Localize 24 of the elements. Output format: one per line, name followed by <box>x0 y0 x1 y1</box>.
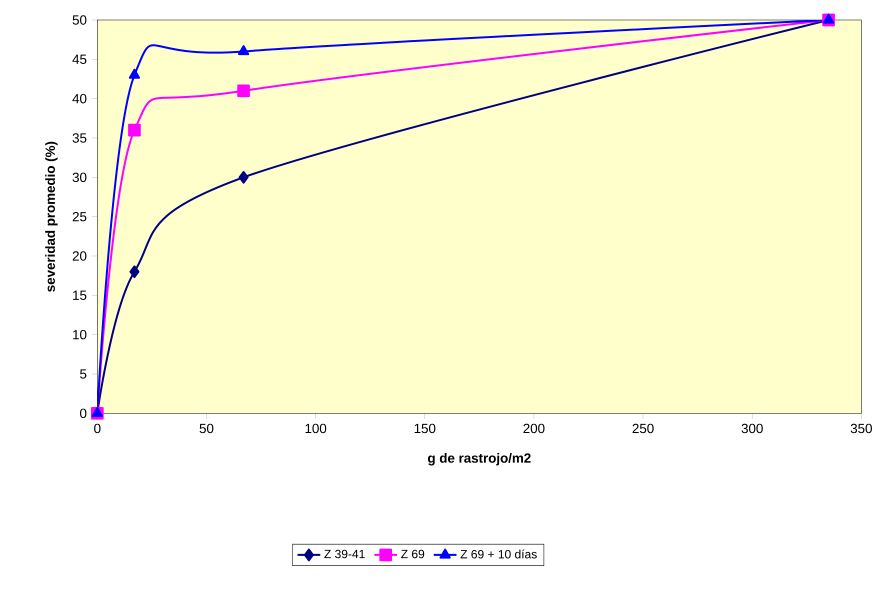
legend-label: Z 69 <box>401 550 424 558</box>
y-axis-title: severidad promedio (%) <box>45 142 58 292</box>
x-tick-label: 200 <box>523 424 545 434</box>
y-tick-label: 10 <box>73 330 86 340</box>
y-tick-label: 30 <box>72 172 86 182</box>
y-tick-label: 20 <box>72 251 86 261</box>
legend-label: Z 39-41 <box>324 550 365 558</box>
x-tick-label: 250 <box>632 424 654 434</box>
y-tick-label: 5 <box>80 369 86 379</box>
legend-label: Z 69 + 10 días <box>460 550 537 558</box>
y-tick-label: 0 <box>80 408 86 418</box>
x-tick-label: 150 <box>414 424 436 434</box>
x-axis-title: g de rastrojo/m2 <box>428 452 531 466</box>
x-tick-label: 350 <box>850 424 872 434</box>
y-tick-label: 25 <box>72 212 86 222</box>
y-tick-label: 45 <box>72 54 86 64</box>
y-tick-label: 40 <box>72 94 86 104</box>
y-tick-label: 35 <box>72 133 86 143</box>
y-tick-label: 15 <box>73 290 86 300</box>
y-tick-label: 50 <box>72 15 86 25</box>
x-tick-label: 100 <box>306 424 326 434</box>
x-tick-label: 50 <box>200 424 214 434</box>
x-tick-label: 0 <box>94 424 101 434</box>
x-tick-label: 300 <box>742 424 763 434</box>
